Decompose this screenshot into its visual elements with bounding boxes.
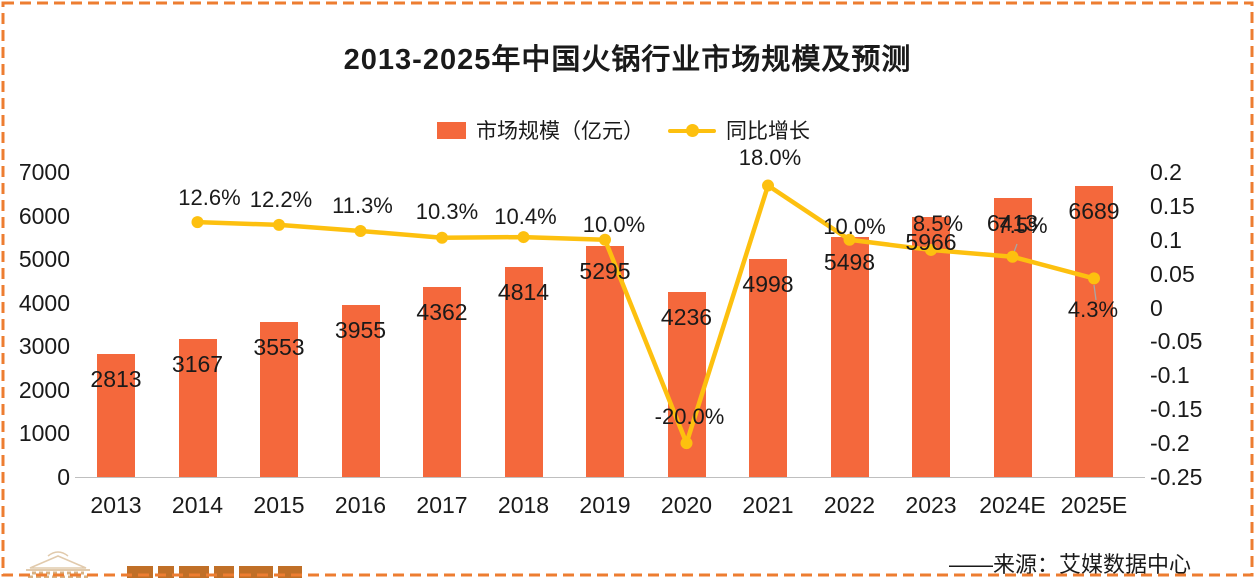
- y-axis-right-tick: -0.2: [1150, 430, 1190, 457]
- y-axis-left-tick: 2000: [18, 376, 70, 403]
- line-legend-marker: [668, 122, 716, 139]
- bar-value-label: 3553: [253, 334, 305, 361]
- y-axis-right-tick: 0.15: [1150, 192, 1195, 219]
- bar-2025E: [1075, 185, 1113, 477]
- x-axis-line: [75, 477, 1145, 478]
- bar-value-label: 5498: [823, 249, 876, 276]
- bar-value-label: 5295: [579, 258, 631, 285]
- y-axis-left-tick: 4000: [18, 289, 70, 316]
- x-axis-tick: 2020: [660, 492, 713, 518]
- x-axis-tick: 2015: [253, 492, 305, 518]
- y-axis-right-tick: -0.15: [1150, 396, 1203, 423]
- line-point: [762, 179, 774, 192]
- line-legend-label: 同比增长: [726, 120, 810, 143]
- y-axis-left-tick: 5000: [18, 246, 70, 273]
- y-axis-right-tick: -0.1: [1150, 362, 1190, 389]
- x-axis-tick: 2014: [171, 492, 224, 518]
- x-axis-tick: 2013: [90, 492, 142, 518]
- line-point: [273, 218, 285, 231]
- line-point: [354, 224, 367, 237]
- x-axis-tick: 2023: [905, 492, 957, 518]
- chart-title: 2013-2025年中国火锅行业市场规模及预测: [343, 44, 912, 76]
- bar-value-label: 4362: [416, 298, 468, 325]
- line-point: [517, 231, 530, 244]
- growth-percent-label: -20.0%: [654, 404, 725, 430]
- y-axis-right-tick: 0.1: [1150, 226, 1182, 253]
- bar-value-label: 4814: [497, 279, 550, 306]
- line-legend-dot: [686, 123, 699, 137]
- x-axis-tick: 2022: [823, 492, 876, 518]
- x-axis-tick: 2024E: [979, 492, 1046, 518]
- y-axis-left-tick: 1000: [18, 420, 70, 447]
- y-axis-left-tick: 0: [57, 464, 70, 490]
- x-axis-tick: 2018: [497, 492, 550, 518]
- growth-percent-label: 10.0%: [582, 211, 646, 237]
- x-axis-tick: 2019: [579, 492, 631, 518]
- growth-percent-label: 4.3%: [1067, 297, 1119, 323]
- bar-value-label: 4236: [660, 304, 713, 331]
- x-axis-tick: 2021: [742, 492, 794, 518]
- x-axis-tick: 2025E: [1060, 492, 1128, 518]
- y-axis-right-tick: 0: [1150, 294, 1163, 321]
- y-axis-right-tick: 0.2: [1150, 159, 1182, 185]
- legend: 市场规模（亿元） 同比增长: [0, 115, 1247, 145]
- line-point: [436, 231, 448, 244]
- bar-legend-label: 市场规模（亿元）: [476, 120, 644, 143]
- bar-value-label: 2813: [90, 366, 142, 393]
- y-axis-right-tick: -0.05: [1150, 328, 1203, 355]
- bar-value-label: 3955: [334, 316, 387, 343]
- source-caption: ——来源：艾媒数据中心: [948, 552, 1191, 577]
- growth-percent-label: 7.5%: [997, 212, 1048, 238]
- bar-value-label: 4998: [742, 271, 794, 298]
- y-axis-left-tick: 6000: [18, 202, 70, 229]
- line-point: [191, 216, 204, 229]
- bar-value-label: 3167: [171, 351, 224, 377]
- growth-percent-label: 18.0%: [738, 144, 802, 170]
- y-axis-right-tick: 0.05: [1150, 260, 1195, 287]
- x-axis-tick: 2016: [334, 492, 387, 518]
- x-axis-tick: 2017: [416, 492, 468, 518]
- y-axis-left-tick: 3000: [18, 333, 70, 360]
- y-axis-right-tick: -0.25: [1150, 464, 1203, 490]
- bar-2024E: [993, 197, 1032, 477]
- y-axis-left-tick: 7000: [18, 159, 70, 185]
- bar-2023: [912, 217, 950, 477]
- bar-legend-swatch: [437, 121, 466, 139]
